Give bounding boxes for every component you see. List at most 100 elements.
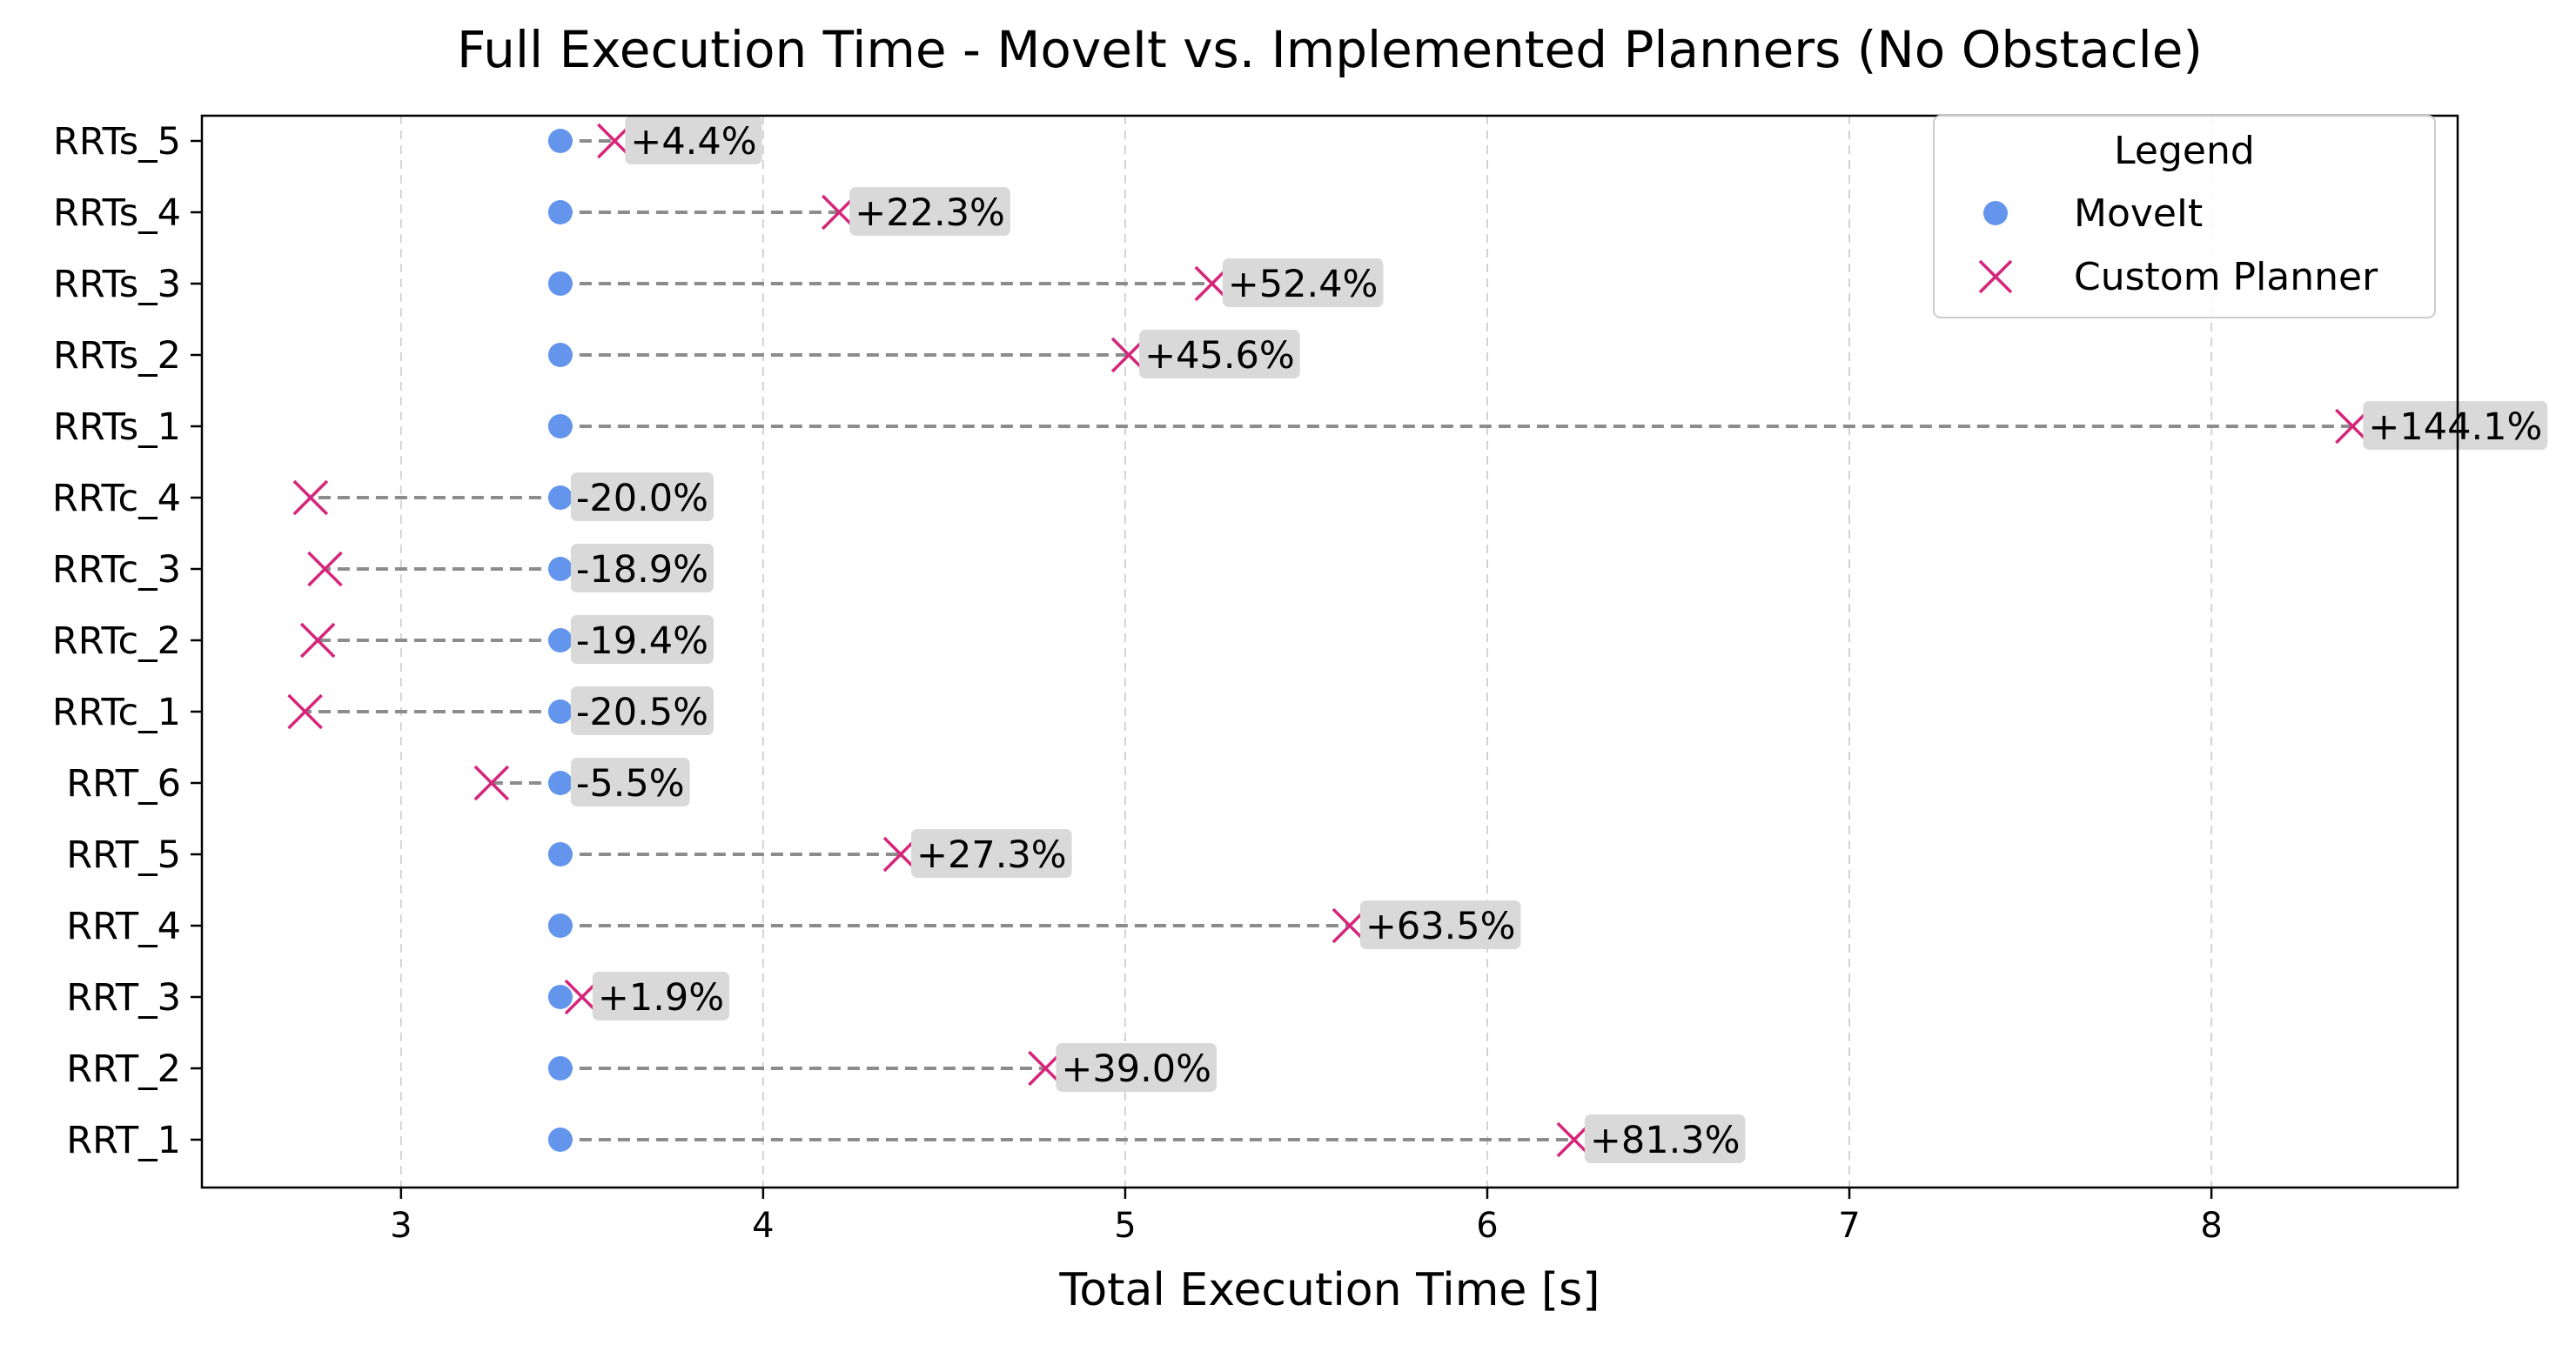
x-axis-ticks: 3 4 5 6 7 8 xyxy=(390,1188,2223,1246)
moveit-point xyxy=(547,414,573,438)
percent-annotation: -19.4% xyxy=(570,615,714,664)
annotation-text: +81.3% xyxy=(1590,1119,1741,1162)
annotation-background xyxy=(910,829,1072,878)
y-tick-label: RRT_2 xyxy=(66,1047,181,1091)
connector-lines xyxy=(305,139,2353,1141)
y-tick-label: RRT_3 xyxy=(66,976,181,1020)
legend-moveit-marker xyxy=(1983,201,2008,225)
percent-annotation: -5.5% xyxy=(570,758,690,806)
x-axis-label: Total Execution Time [s] xyxy=(1058,1264,1600,1316)
percent-annotation: +39.0% xyxy=(1056,1043,1218,1092)
legend: Legend MoveIt Custom Planner xyxy=(1933,115,2436,318)
percent-annotation: +81.3% xyxy=(1584,1114,1746,1163)
moveit-point xyxy=(547,485,573,510)
annotation-text: +4.4% xyxy=(630,120,756,164)
percent-annotation: -18.9% xyxy=(570,544,714,592)
moveit-point xyxy=(547,699,573,724)
annotation-background xyxy=(1359,900,1521,949)
y-tick-label: RRTc_2 xyxy=(52,619,181,663)
percent-annotation: +45.6% xyxy=(1139,330,1300,378)
legend-custom-label: Custom Planner xyxy=(2074,255,2378,299)
percent-annotation: +1.9% xyxy=(592,972,730,1020)
percent-annotation: +27.3% xyxy=(910,829,1072,878)
custom-planner-stroke xyxy=(307,551,343,587)
annotation-text: +39.0% xyxy=(1061,1047,1211,1091)
annotation-text: +1.9% xyxy=(598,976,724,1020)
legend-custom-marker xyxy=(1978,259,2013,294)
annotation-background xyxy=(592,972,730,1020)
annotation-background xyxy=(1056,1043,1218,1092)
percent-annotation: +22.3% xyxy=(849,187,1010,236)
legend-moveit-label: MoveIt xyxy=(2074,191,2203,236)
annotation-text: -19.4% xyxy=(576,619,708,663)
annotation-text: +45.6% xyxy=(1144,334,1295,378)
annotation-text: +27.3% xyxy=(916,833,1067,877)
annotation-background xyxy=(1222,258,1384,307)
x-tick-label: 5 xyxy=(1114,1206,1136,1246)
y-tick-label: RRTc_4 xyxy=(52,477,181,520)
annotation-text: +22.3% xyxy=(855,191,1005,235)
y-tick-label: RRTs_5 xyxy=(53,120,181,164)
x-tick-label: 8 xyxy=(2200,1206,2222,1246)
custom-planner-stroke xyxy=(473,765,510,801)
custom-planner-stroke xyxy=(292,479,329,516)
y-tick-label: RRT_4 xyxy=(66,905,181,948)
x-tick-label: 4 xyxy=(752,1206,774,1246)
annotation-background xyxy=(625,116,762,164)
custom-planner-point xyxy=(473,765,510,801)
moveit-point xyxy=(547,557,573,581)
y-tick-label: RRTs_1 xyxy=(53,405,181,449)
moveit-point xyxy=(547,1056,573,1081)
custom-planner-point xyxy=(307,551,343,587)
y-tick-label: RRT_1 xyxy=(66,1119,181,1162)
annotation-background xyxy=(2363,401,2548,450)
y-tick-label: RRT_6 xyxy=(66,762,181,806)
annotation-background xyxy=(1584,1114,1746,1163)
annotation-text: -20.5% xyxy=(576,691,708,734)
custom-planner-stroke xyxy=(287,693,323,730)
percent-annotation: +4.4% xyxy=(625,116,762,164)
annotation-text: -5.5% xyxy=(576,762,685,806)
y-tick-label: RRTc_3 xyxy=(52,548,181,592)
moveit-point xyxy=(547,1128,573,1152)
annotation-background xyxy=(570,615,714,664)
y-tick-label: RRTs_3 xyxy=(53,263,181,306)
plot-frame xyxy=(200,114,2459,1189)
moveit-point xyxy=(547,842,573,867)
moveit-point xyxy=(547,271,573,296)
annotation-background xyxy=(570,686,714,735)
annotation-background xyxy=(1139,330,1300,378)
annotation-text: -18.9% xyxy=(576,548,708,592)
y-tick-label: RRTs_2 xyxy=(53,334,181,378)
percent-annotations: +81.3% +39.0% +1.9% +63.5% +27.3% -5.5% -20.5%… xyxy=(570,116,2548,1163)
moveit-point xyxy=(547,129,573,153)
custom-planner-point xyxy=(299,622,336,659)
custom-planner-stroke xyxy=(299,622,336,659)
annotation-text: +52.4% xyxy=(1228,263,1379,306)
moveit-point xyxy=(547,200,573,224)
annotation-text: -20.0% xyxy=(576,477,708,520)
annotation-text: +144.1% xyxy=(2368,405,2542,449)
x-tick-label: 6 xyxy=(1476,1206,1498,1246)
percent-annotation: +52.4% xyxy=(1222,258,1384,307)
legend-frame xyxy=(1933,115,2436,318)
moveit-point xyxy=(547,771,573,795)
custom-planner-point xyxy=(287,693,323,730)
y-axis-ticks: RRT_1 RRT_2 RRT_3 RRT_4 RRT_5 RRT_6 RRTc_1 RRTc… xyxy=(52,120,202,1162)
annotation-background xyxy=(570,544,714,592)
legend-title: Legend xyxy=(2114,129,2255,173)
markers xyxy=(287,123,2371,1158)
y-tick-label: RRTc_1 xyxy=(52,691,181,734)
annotation-background xyxy=(849,187,1010,236)
x-tick-label: 7 xyxy=(1838,1206,1860,1246)
annotation-background xyxy=(570,758,690,806)
chart-title: Full Execution Time - MoveIt vs. Impleme… xyxy=(457,20,2203,79)
x-tick-label: 3 xyxy=(390,1206,412,1246)
moveit-point xyxy=(547,628,573,652)
moveit-point xyxy=(547,985,573,1009)
percent-annotation: +63.5% xyxy=(1359,900,1521,949)
annotation-background xyxy=(570,472,714,521)
moveit-point xyxy=(547,913,573,938)
